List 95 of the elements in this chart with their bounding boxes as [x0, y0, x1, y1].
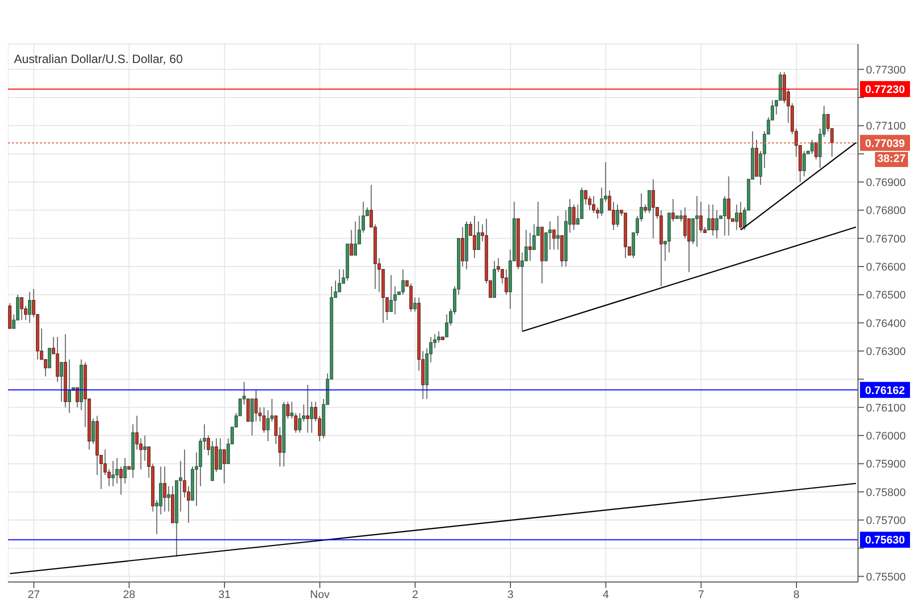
y-tick-label: 0.76300 — [866, 346, 906, 358]
candlestick — [556, 215, 560, 250]
candlestick — [652, 178, 655, 239]
candlestick — [143, 435, 146, 462]
y-tick-label: 0.75700 — [866, 514, 906, 527]
candlestick — [552, 229, 556, 250]
candlestick — [695, 196, 699, 248]
candlestick — [616, 204, 620, 228]
candlestick — [476, 220, 480, 250]
candlestick — [250, 398, 254, 436]
y-tick-label: 0.76000 — [866, 430, 906, 442]
candlestick — [262, 406, 266, 434]
text: 38:27 — [875, 152, 908, 167]
ref-line-label: 0.77039 — [865, 138, 905, 150]
candlestick — [214, 438, 218, 473]
candlestick — [401, 268, 405, 296]
candlestick — [222, 449, 226, 484]
candlestick — [246, 398, 250, 422]
candlestick — [254, 390, 258, 422]
y-tick-label: 0.77100 — [866, 120, 906, 133]
candlestick — [679, 210, 683, 222]
x-tick-label: 3 — [507, 588, 514, 601]
y-tick-label: 0.75500 — [866, 571, 906, 584]
candlestick — [306, 384, 310, 434]
candlestick — [727, 176, 730, 236]
x-tick-label: 31 — [218, 588, 231, 601]
candlestick — [115, 458, 119, 484]
x-tick-label: 2 — [412, 588, 418, 601]
candlestick — [92, 418, 95, 444]
candlestick — [691, 218, 695, 244]
candlestick — [123, 458, 127, 484]
candlestick — [20, 297, 24, 321]
candlestick — [8, 302, 12, 329]
y-tick-label: 0.76100 — [866, 402, 906, 414]
candlestick — [350, 229, 354, 256]
y-tick-label: 0.77300 — [866, 64, 906, 76]
candlestick — [28, 291, 32, 324]
ref-line-label: 0.77230 — [865, 84, 905, 96]
candlestick — [135, 415, 139, 450]
y-tick-label: 0.76800 — [866, 205, 906, 218]
candlestick — [167, 486, 170, 512]
x-tick-label: 28 — [123, 588, 136, 601]
y-tick-label: 0.76600 — [866, 261, 906, 274]
y-tick-label: 0.75800 — [866, 486, 906, 499]
candlestick — [532, 224, 536, 250]
candlestick — [389, 274, 393, 312]
candlestick — [48, 348, 52, 368]
y-tick-label: 0.76900 — [866, 176, 906, 189]
candlestick — [111, 460, 115, 487]
candlestick — [409, 282, 413, 312]
candlestick — [504, 268, 508, 296]
ref-line-label: 0.76162 — [865, 384, 905, 397]
y-tick-label: 0.75900 — [866, 458, 906, 471]
text: Australian Dollar/U.S. Dollar, 60 — [14, 52, 183, 66]
x-tick-label: 27 — [28, 588, 40, 601]
candlestick — [68, 358, 72, 414]
candlestick — [715, 210, 718, 239]
candlestick — [596, 206, 600, 220]
candlestick — [393, 286, 397, 315]
y-tick-label: 0.76700 — [866, 233, 906, 246]
x-tick-label: Nov — [310, 588, 330, 601]
candlestick — [290, 401, 294, 420]
x-tick-label: 7 — [698, 588, 704, 601]
candlestick — [687, 218, 691, 273]
candlestick — [671, 198, 675, 222]
candlestick — [182, 449, 186, 498]
candlestick — [266, 410, 270, 442]
candlestick — [56, 336, 60, 383]
candlestick — [735, 204, 738, 230]
candlestick — [354, 220, 357, 256]
candlestick — [738, 201, 742, 230]
x-tick-label: 4 — [602, 588, 609, 601]
candlestick — [218, 438, 222, 470]
candlestick — [802, 150, 806, 177]
ref-line-label: 0.75630 — [865, 534, 905, 547]
y-tick-label: 0.76400 — [866, 318, 906, 330]
candlestick — [76, 387, 79, 408]
candlestick — [163, 466, 166, 512]
candlestick — [528, 232, 532, 262]
candlestick — [472, 215, 476, 259]
candlestick — [413, 297, 417, 312]
candlestick — [814, 142, 818, 160]
candlestick — [460, 226, 464, 268]
y-tick-label: 0.76500 — [866, 290, 906, 302]
candlestick — [723, 196, 726, 236]
candlestick — [711, 204, 714, 236]
candlestick — [707, 204, 710, 230]
candlestick — [119, 466, 123, 496]
candlestick — [286, 401, 290, 420]
candlestick — [60, 362, 64, 402]
candlestick — [572, 204, 576, 230]
candlestick — [310, 401, 314, 434]
candlestick — [683, 206, 687, 239]
candlestick — [810, 139, 814, 154]
x-tick-label: 8 — [793, 588, 800, 601]
